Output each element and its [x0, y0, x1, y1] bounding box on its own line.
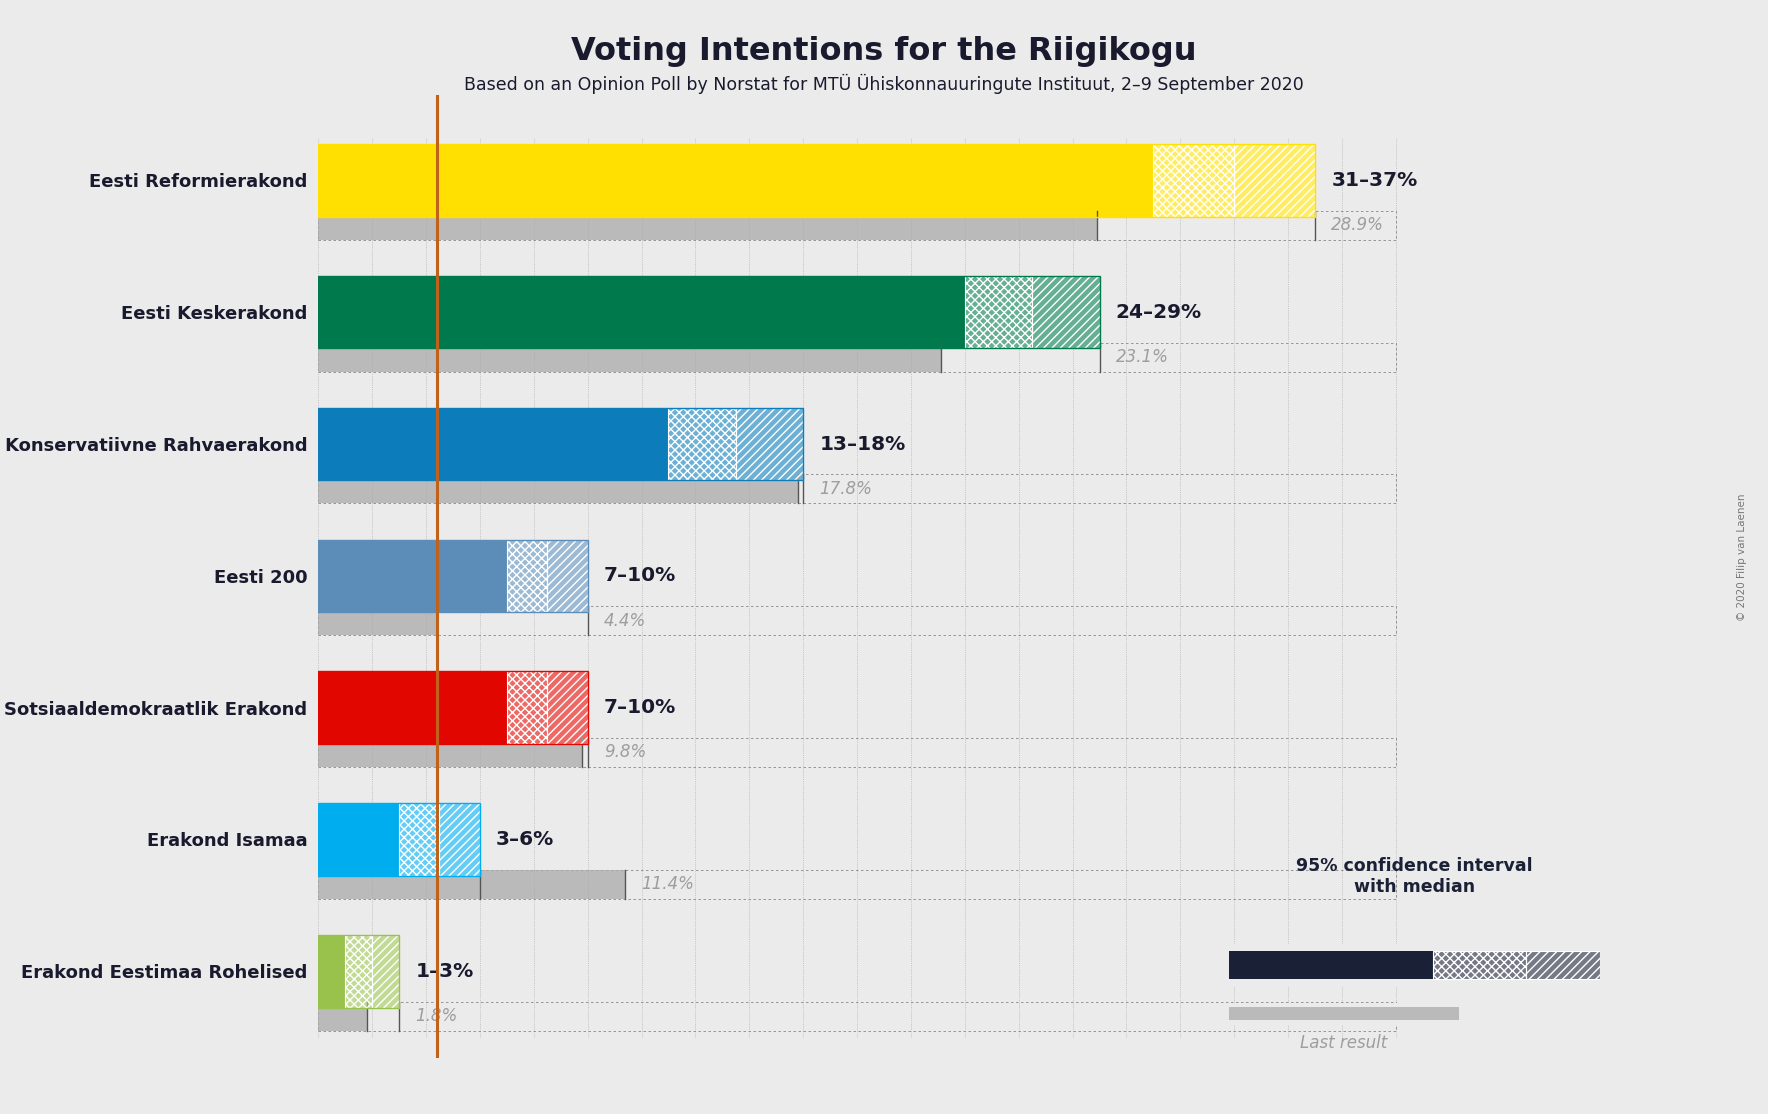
Bar: [318, 539, 587, 612]
Bar: [318, 276, 1100, 349]
Bar: [1234, 144, 1315, 216]
Bar: [318, 935, 345, 1007]
Bar: [1153, 144, 1234, 216]
Bar: [1526, 950, 1600, 979]
Bar: [400, 803, 440, 876]
Bar: [318, 737, 582, 766]
Bar: [318, 672, 507, 744]
Bar: [1033, 276, 1100, 349]
Bar: [965, 276, 1033, 349]
Bar: [1229, 950, 1432, 979]
Bar: [548, 539, 587, 612]
Bar: [400, 803, 440, 876]
Text: Based on an Opinion Poll by Norstat for MTÜ Ühiskonnauuringute Instituut, 2–9 Se: Based on an Opinion Poll by Norstat for …: [465, 74, 1303, 94]
Bar: [318, 408, 668, 480]
Bar: [440, 803, 479, 876]
Bar: [735, 408, 803, 480]
Bar: [371, 935, 400, 1007]
Bar: [318, 539, 507, 612]
Bar: [548, 672, 587, 744]
Bar: [548, 539, 587, 612]
Bar: [400, 803, 440, 876]
Text: 28.9%: 28.9%: [1331, 216, 1384, 234]
Text: 1.8%: 1.8%: [415, 1007, 458, 1025]
Bar: [1153, 144, 1234, 216]
Bar: [318, 1001, 366, 1030]
Text: 11.4%: 11.4%: [642, 876, 695, 893]
Bar: [548, 672, 587, 744]
Bar: [345, 935, 371, 1007]
Text: Voting Intentions for the Riigikogu: Voting Intentions for the Riigikogu: [571, 36, 1197, 67]
Bar: [507, 672, 548, 744]
Bar: [1526, 950, 1600, 979]
Text: 7–10%: 7–10%: [605, 698, 675, 717]
Bar: [440, 803, 479, 876]
Bar: [318, 475, 797, 504]
Bar: [318, 803, 479, 876]
Text: 9.8%: 9.8%: [605, 743, 645, 762]
Bar: [318, 606, 437, 635]
Bar: [318, 276, 965, 349]
Bar: [318, 144, 1153, 216]
Text: © 2020 Filip van Laenen: © 2020 Filip van Laenen: [1736, 494, 1747, 620]
Bar: [1229, 1007, 1459, 1020]
Text: 31–37%: 31–37%: [1331, 170, 1418, 189]
Bar: [1432, 950, 1526, 979]
Bar: [318, 803, 400, 876]
Bar: [345, 935, 371, 1007]
Bar: [1234, 144, 1315, 216]
Bar: [1432, 950, 1526, 979]
Bar: [1033, 276, 1100, 349]
Bar: [507, 672, 548, 744]
Bar: [965, 276, 1033, 349]
Bar: [318, 672, 587, 744]
Text: 17.8%: 17.8%: [819, 480, 872, 498]
Bar: [507, 539, 548, 612]
Bar: [668, 408, 735, 480]
Bar: [507, 539, 548, 612]
Bar: [318, 408, 803, 480]
Bar: [440, 803, 479, 876]
Bar: [318, 870, 626, 899]
Bar: [735, 408, 803, 480]
Bar: [548, 672, 587, 744]
Bar: [507, 539, 548, 612]
Text: Last result: Last result: [1299, 1034, 1388, 1052]
Bar: [735, 408, 803, 480]
Bar: [668, 408, 735, 480]
Bar: [318, 144, 1315, 216]
Bar: [371, 935, 400, 1007]
Text: 13–18%: 13–18%: [819, 434, 905, 453]
Bar: [1033, 276, 1100, 349]
Text: 7–10%: 7–10%: [605, 566, 675, 585]
Bar: [1432, 950, 1526, 979]
Bar: [1526, 950, 1600, 979]
Text: 3–6%: 3–6%: [497, 830, 555, 849]
Bar: [318, 935, 400, 1007]
Bar: [965, 276, 1033, 349]
Text: 24–29%: 24–29%: [1116, 303, 1202, 322]
Bar: [318, 211, 1096, 240]
Bar: [548, 539, 587, 612]
Bar: [1153, 144, 1234, 216]
Bar: [1234, 144, 1315, 216]
Bar: [345, 935, 371, 1007]
Bar: [371, 935, 400, 1007]
Bar: [507, 672, 548, 744]
Text: 23.1%: 23.1%: [1116, 348, 1169, 367]
Bar: [318, 342, 941, 371]
Text: 4.4%: 4.4%: [605, 612, 645, 629]
Text: 95% confidence interval
with median: 95% confidence interval with median: [1296, 857, 1533, 896]
Text: 1–3%: 1–3%: [415, 961, 474, 980]
Bar: [668, 408, 735, 480]
